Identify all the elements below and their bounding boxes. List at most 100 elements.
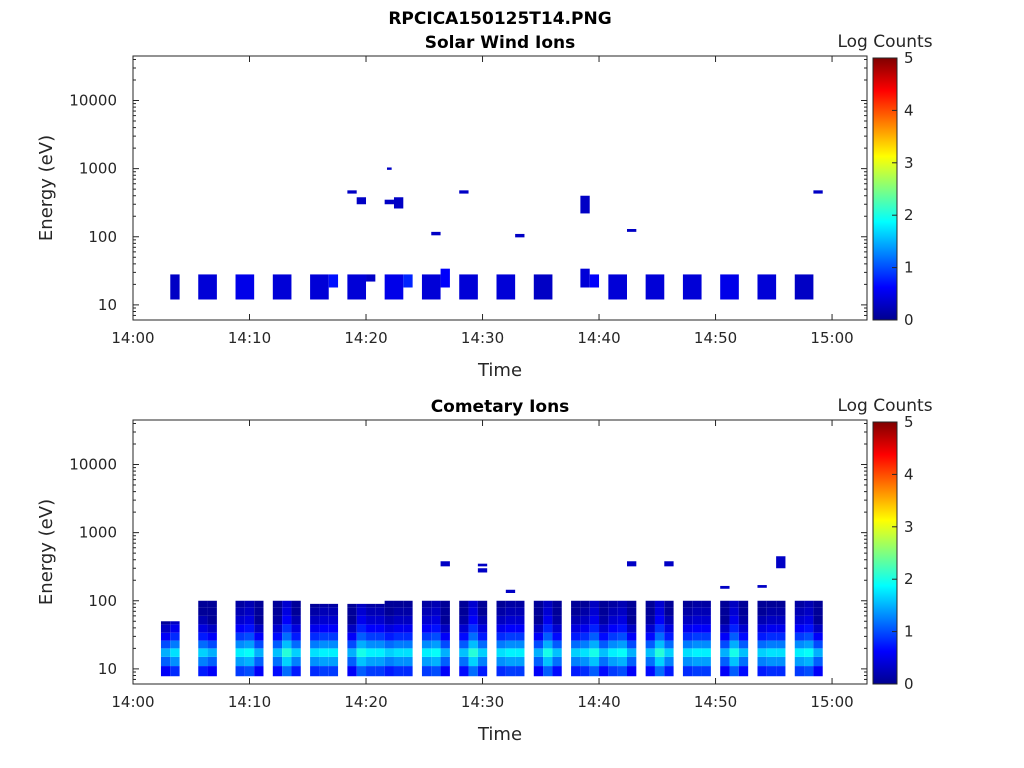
data-cell	[543, 656, 553, 667]
data-cell	[310, 615, 320, 625]
y-tick-label: 100	[88, 228, 117, 246]
data-cell	[664, 561, 674, 567]
data-cell	[729, 656, 739, 667]
data-cell	[626, 607, 637, 616]
data-cell	[310, 607, 320, 616]
data-cell	[626, 640, 637, 649]
data-cell	[654, 607, 665, 616]
data-cell	[459, 615, 469, 625]
data-cell	[645, 607, 655, 616]
data-cell	[496, 632, 506, 641]
data-cell	[282, 632, 292, 641]
data-cell	[366, 640, 376, 649]
data-cell	[617, 632, 627, 641]
data-cell	[384, 656, 394, 667]
data-cell	[328, 274, 339, 288]
data-cell	[393, 656, 404, 667]
data-cell	[254, 648, 264, 657]
data-cell	[347, 632, 357, 641]
data-cell	[254, 656, 264, 667]
data-cell	[254, 666, 264, 677]
data-cell	[403, 648, 413, 657]
data-cell	[254, 624, 264, 633]
y-tick-label: 1000	[79, 524, 117, 542]
data-cell	[170, 648, 180, 657]
data-cell	[617, 666, 627, 677]
data-cell	[254, 640, 264, 649]
data-cell	[766, 615, 777, 625]
data-cell	[375, 607, 385, 616]
data-cell	[589, 274, 600, 288]
data-cell	[664, 666, 674, 677]
data-cell	[543, 648, 553, 657]
data-cell	[468, 640, 478, 649]
data-cell	[198, 274, 217, 300]
colorbar-tick-label: 3	[904, 518, 914, 536]
data-cell	[533, 640, 544, 649]
data-cell	[664, 600, 674, 608]
data-cell	[272, 656, 283, 667]
data-cell	[254, 600, 264, 608]
data-cell	[654, 656, 665, 667]
data-cell	[701, 607, 711, 616]
data-cell	[813, 190, 823, 194]
data-cell	[729, 624, 739, 633]
data-cell	[244, 600, 255, 608]
data-cell	[701, 656, 711, 667]
data-cell	[729, 615, 739, 625]
data-cell	[291, 615, 301, 625]
data-cell	[310, 603, 320, 608]
data-cell	[682, 624, 693, 633]
data-cell	[701, 615, 711, 625]
data-cell	[543, 615, 553, 625]
data-cell	[459, 607, 469, 616]
data-cell	[319, 640, 329, 649]
data-cell	[599, 600, 609, 608]
x-tick-label: 15:00	[810, 693, 853, 711]
data-cell	[720, 648, 730, 657]
data-cell	[776, 640, 786, 649]
data-cell	[757, 585, 767, 588]
data-cell	[459, 600, 469, 608]
data-cell	[431, 648, 441, 657]
data-cell	[291, 648, 301, 657]
y-tick-label: 10000	[69, 456, 117, 474]
data-cell	[682, 640, 693, 649]
data-cell	[356, 648, 367, 657]
data-cell	[766, 666, 777, 677]
data-cell	[207, 648, 217, 657]
data-cell	[682, 656, 693, 667]
data-cell	[533, 607, 544, 616]
data-cell	[347, 615, 357, 625]
data-cell	[235, 600, 245, 608]
data-cell	[580, 656, 590, 667]
data-cell	[645, 600, 655, 608]
data-cell	[477, 656, 488, 667]
data-cell	[505, 656, 516, 667]
colorbar-tick-label: 2	[904, 206, 914, 224]
data-cell	[813, 656, 823, 667]
data-cell	[160, 640, 171, 649]
data-cell	[477, 640, 488, 649]
data-cell	[356, 603, 367, 608]
data-cell	[738, 600, 749, 608]
data-cell	[386, 167, 392, 170]
y-tick-label: 10	[98, 296, 117, 314]
data-cell	[804, 666, 814, 677]
panel1-axes-box	[132, 55, 868, 321]
data-cell	[207, 600, 217, 608]
panel1-colorbar-label: Log Counts	[837, 32, 932, 52]
data-cell	[319, 607, 329, 616]
data-cell	[356, 656, 367, 667]
data-cell	[459, 274, 478, 300]
data-cell	[552, 624, 562, 633]
data-cell	[160, 624, 171, 633]
data-cell	[393, 640, 404, 649]
y-tick-label: 10000	[69, 92, 117, 110]
data-cell	[431, 632, 441, 641]
data-cell	[813, 666, 823, 677]
data-cell	[235, 624, 245, 633]
data-cell	[571, 666, 581, 677]
data-cell	[505, 600, 516, 608]
data-cell	[431, 607, 441, 616]
